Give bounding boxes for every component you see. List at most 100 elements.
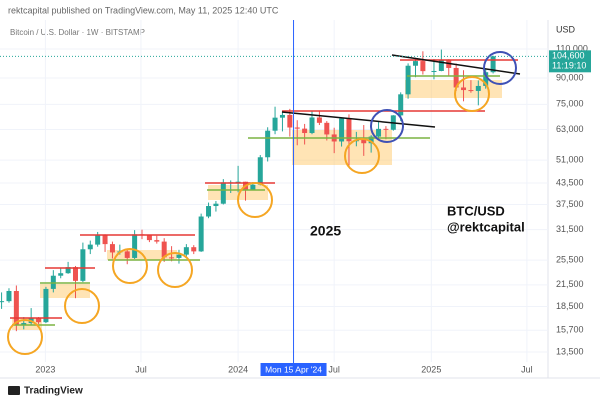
last-price-label: 104,600 (552, 51, 585, 61)
candle-body (21, 323, 27, 325)
candle-body (279, 114, 285, 118)
candle-body (183, 247, 189, 255)
candle-body (132, 234, 138, 258)
y-tick-label: 51,000 (556, 154, 584, 164)
candle-body (206, 206, 212, 217)
y-tick-label: 75,000 (556, 99, 584, 109)
y-tick-label: 13,500 (556, 346, 584, 356)
last-price-bg (549, 50, 591, 73)
currency: USD (556, 24, 576, 34)
candle-body (412, 61, 418, 66)
annotation: @rektcapital (447, 219, 525, 234)
candle-body (324, 122, 330, 135)
y-tick-label: 25,500 (556, 255, 584, 265)
candle-body (461, 87, 467, 91)
candle-body (58, 273, 64, 276)
zone (405, 80, 502, 98)
candle-body (468, 90, 474, 92)
y-tick-label: 21,500 (556, 279, 584, 289)
x-tick-label: 2024 (228, 364, 248, 374)
candle-body (36, 317, 42, 323)
candle-body (43, 288, 49, 323)
candle-body (346, 118, 352, 142)
logo (8, 386, 20, 395)
candle-body (257, 157, 263, 185)
candle-body (220, 182, 226, 204)
candle-body (287, 114, 293, 128)
candle-body (87, 244, 93, 250)
candle-body (235, 181, 241, 183)
candle-body (191, 247, 197, 252)
candle-body (383, 128, 389, 130)
y-tick-label: 37,500 (556, 199, 584, 209)
candle-body (161, 241, 167, 258)
candle-body (169, 257, 175, 259)
candle-body (483, 72, 489, 86)
candle-body (453, 67, 459, 88)
crosshair-label: Mon 15 Apr '24 (265, 364, 322, 374)
footer: TradingView (24, 386, 83, 397)
x-tick-label: Jul (328, 364, 340, 374)
candle-body (95, 235, 101, 245)
candle-body (368, 136, 374, 144)
candle-body (431, 70, 437, 72)
candle-body (154, 240, 160, 242)
x-tick-label: Jul (135, 364, 147, 374)
highlight-circle (157, 252, 193, 288)
annotation: BTC/USD (447, 203, 505, 218)
candle-body (102, 235, 108, 245)
candle-body (265, 130, 271, 158)
candle-body (405, 65, 411, 95)
candle-body (294, 127, 300, 129)
candle-body (146, 235, 152, 241)
x-tick-label: 2025 (421, 364, 441, 374)
y-tick-label: 90,000 (556, 72, 584, 82)
candle-body (420, 61, 426, 72)
x-tick-label: Jul (521, 364, 533, 374)
y-tick-label: 63,000 (556, 124, 584, 134)
breakout-circle (483, 51, 517, 85)
candle-body (6, 290, 12, 302)
highlight-circle (237, 182, 273, 218)
candle-body (72, 267, 78, 281)
header: rektcapital published on TradingView.com… (8, 5, 279, 15)
y-tick-label: 43,500 (556, 177, 584, 187)
candle-body (109, 244, 115, 253)
highlight-circle (112, 248, 148, 284)
y-tick-label: 15,700 (556, 325, 584, 335)
y-tick-label: 31,500 (556, 224, 584, 234)
highlight-circle (454, 76, 490, 112)
highlight-circle (64, 288, 100, 324)
annotation: 2025 (310, 223, 341, 239)
crosshair-label-bg (260, 363, 327, 376)
breakout-circle (370, 109, 404, 143)
symbol-title: Bitcoin / U.S. Dollar · 1W · BITSTAMP (10, 28, 145, 37)
trendline (281, 111, 436, 128)
candle-body (250, 184, 256, 190)
candle-body (309, 117, 315, 134)
candle-body (376, 128, 382, 137)
trendline (391, 54, 521, 75)
candle-body (438, 59, 444, 71)
y-tick-label: 110,000 (556, 43, 588, 53)
candle-body (398, 94, 404, 116)
candle-body (272, 117, 278, 131)
y-tick-label: 18,500 (556, 301, 584, 311)
countdown: 11:19:10 (552, 61, 586, 71)
candle-body (65, 267, 71, 274)
candle-body (198, 216, 204, 252)
candle-body (13, 290, 19, 325)
candle-body (124, 251, 130, 258)
candle-body (0, 301, 5, 303)
candle-body (490, 56, 496, 73)
highlight-circle (344, 138, 380, 174)
candle-body (361, 139, 367, 144)
highlight-circle (7, 319, 43, 355)
candle-body (80, 249, 86, 281)
candle-body (176, 254, 182, 258)
candle-body (316, 117, 322, 123)
candle-body (213, 203, 219, 207)
